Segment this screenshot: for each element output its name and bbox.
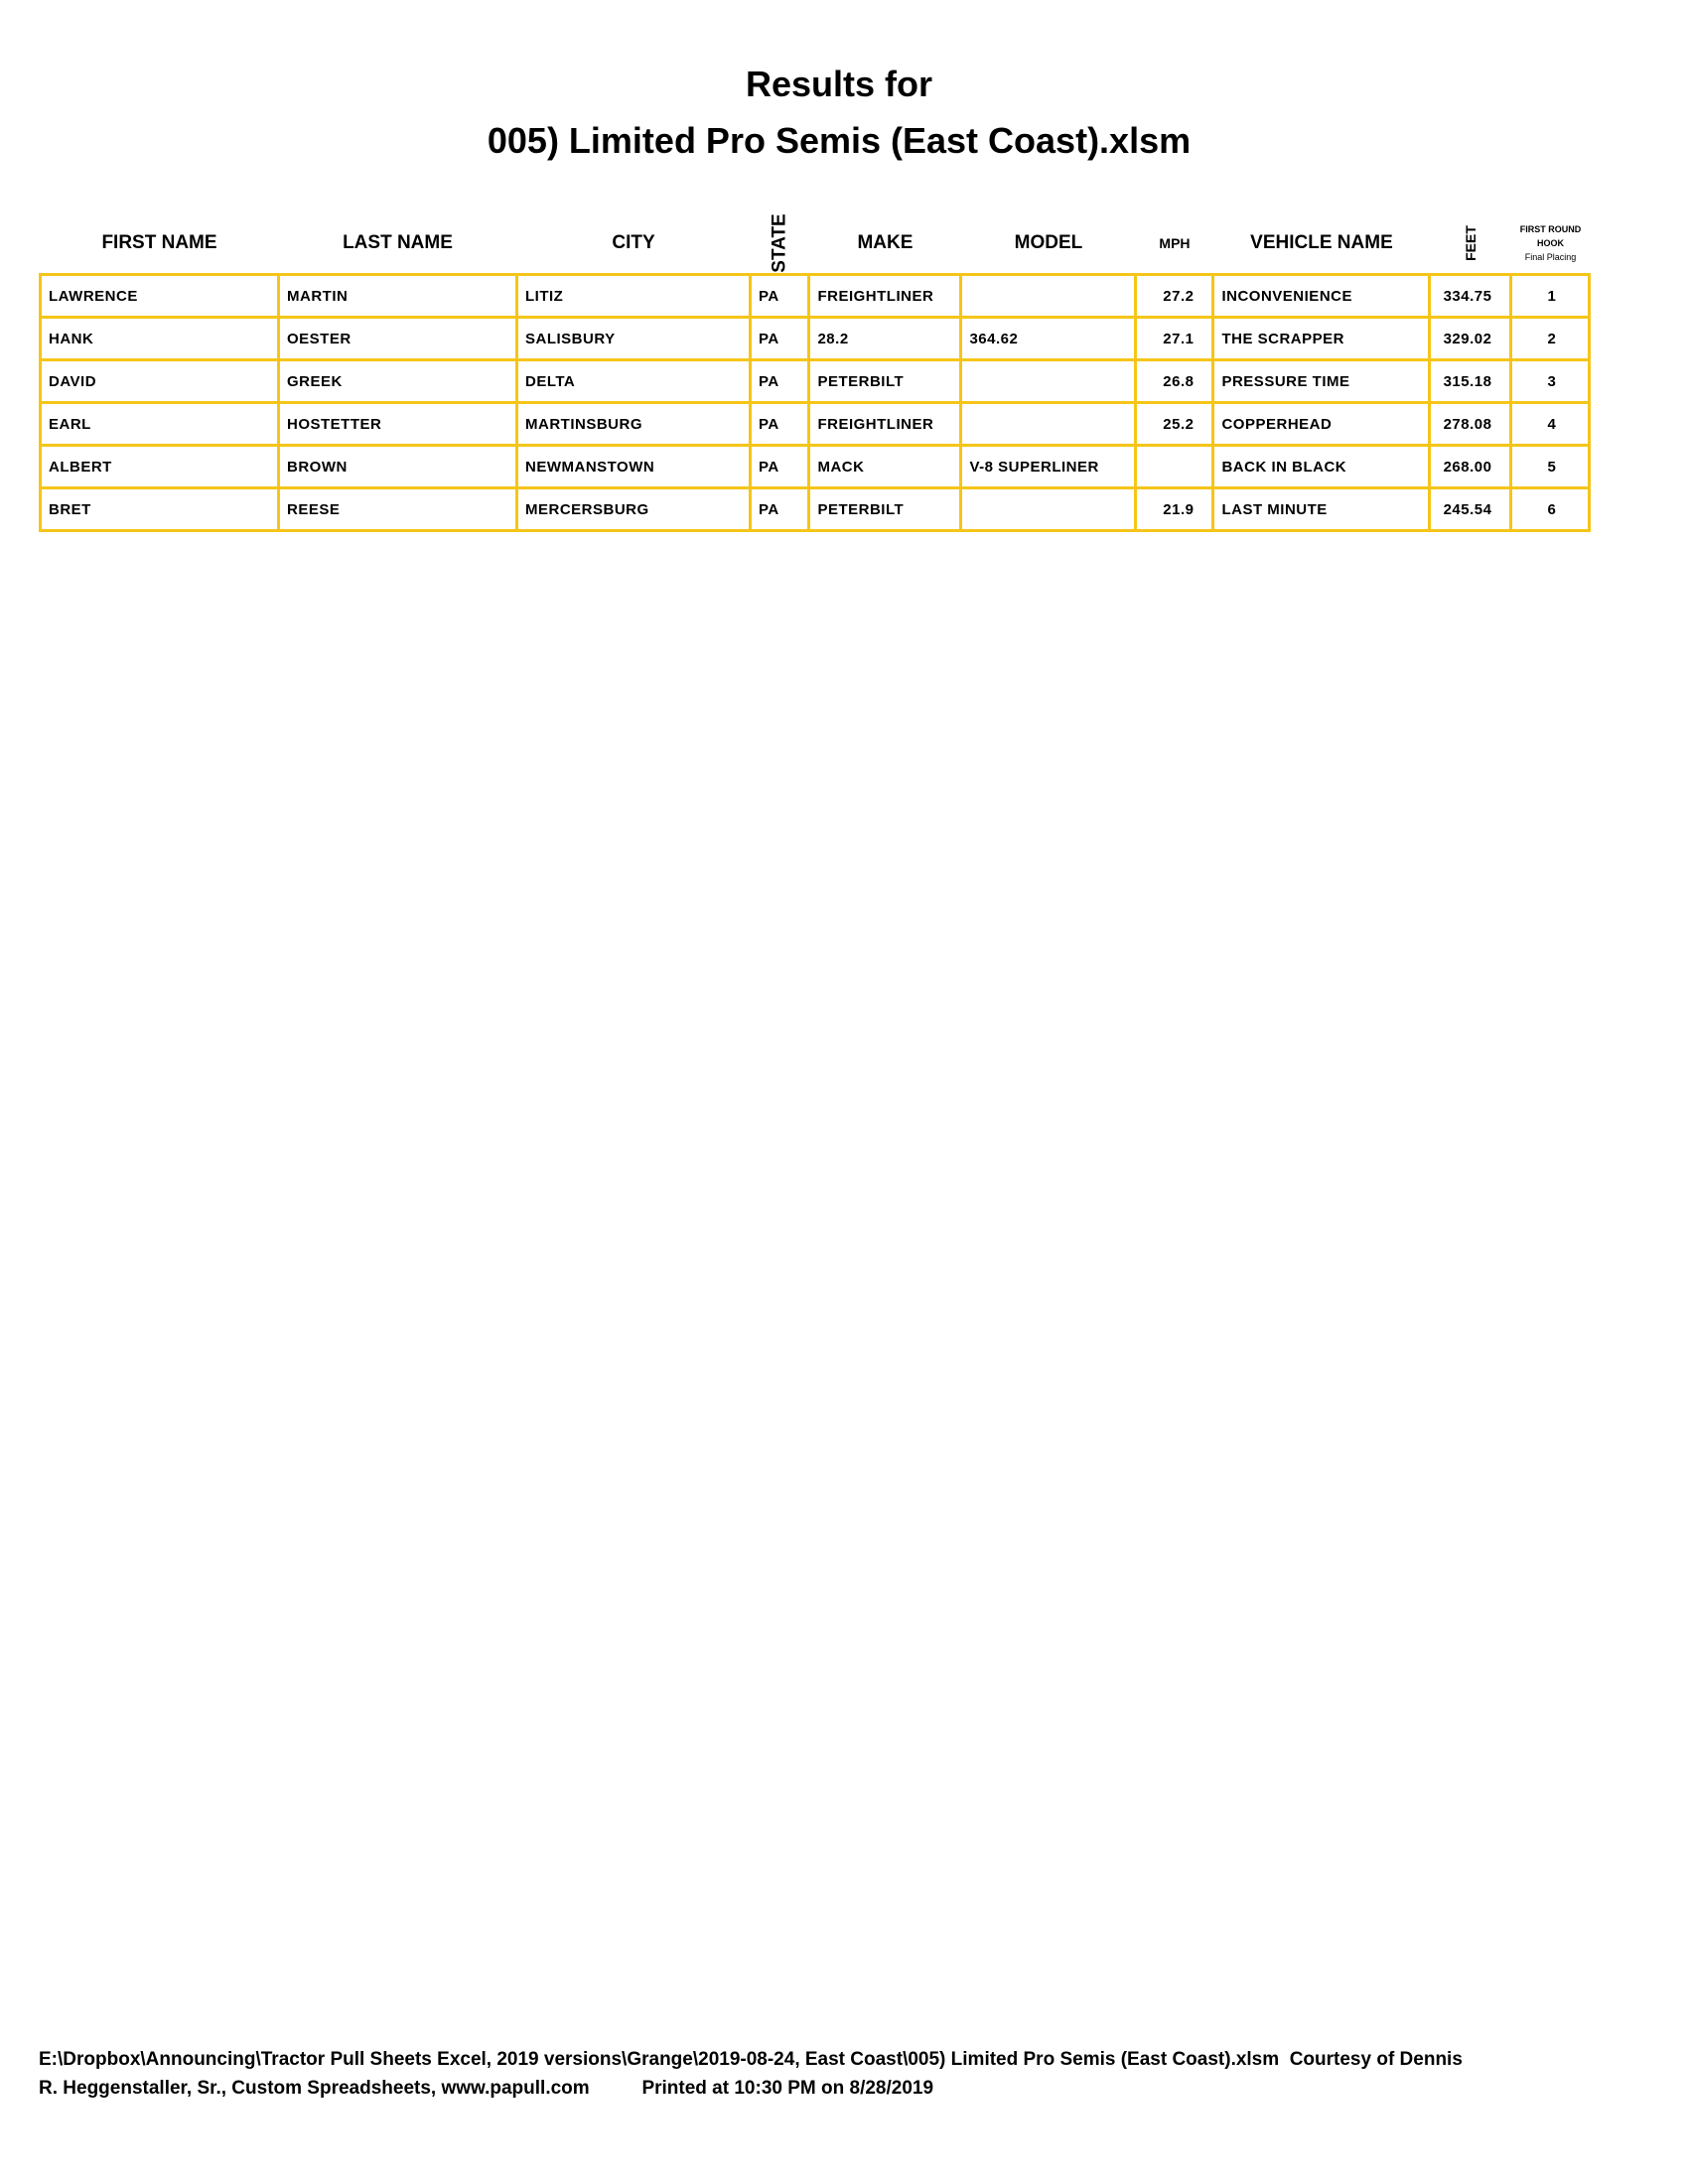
cell-state: PA	[748, 358, 811, 404]
header-last-name: LAST NAME	[343, 231, 453, 253]
table-row: LAWRENCE MARTIN LITIZ PA FREIGHTLINER 27.2 INC…	[39, 273, 1592, 319]
cell-first: EARL	[39, 401, 280, 447]
cell-model: 364.62	[959, 316, 1138, 361]
cell-vehicle: BACK IN BLACK	[1211, 444, 1432, 489]
cell-model: V-8 SUPERLINER	[959, 444, 1138, 489]
cell-place: 4	[1509, 401, 1592, 447]
cell-mph: 25.2	[1134, 401, 1215, 447]
table-row: ALBERT BROWN NEWMANSTOWN PA MACK V-8 SUPERLIN…	[39, 444, 1592, 489]
table-row: DAVID GREEK DELTA PA PETERBILT 26.8 PRESSURE T…	[39, 358, 1592, 404]
cell-state: PA	[748, 444, 811, 489]
cell-last: BROWN	[277, 444, 518, 489]
cell-last: OESTER	[277, 316, 518, 361]
results-table: FIRST NAME LAST NAME CITY STATE MAKE MOD…	[39, 212, 1592, 532]
cell-mph: 27.2	[1134, 273, 1215, 319]
header-make: MAKE	[857, 231, 914, 253]
cell-model	[959, 486, 1138, 532]
cell-place: 6	[1509, 486, 1592, 532]
cell-mph: 26.8	[1134, 358, 1215, 404]
footer: E:\Dropbox\Announcing\Tractor Pull Sheet…	[39, 2045, 1647, 2103]
title-line-1: Results for	[745, 64, 933, 104]
cell-first: DAVID	[39, 358, 280, 404]
header-state: STATE	[769, 212, 790, 273]
table-row: EARL HOSTETTER MARTINSBURG PA FREIGHTLINER 25…	[39, 401, 1592, 447]
cell-place: 3	[1509, 358, 1592, 404]
header-row: FIRST NAME LAST NAME CITY STATE MAKE MOD…	[41, 212, 1590, 275]
header-first-name: FIRST NAME	[101, 231, 217, 253]
header-vehicle-name: VEHICLE NAME	[1250, 231, 1393, 253]
cell-place: 2	[1509, 316, 1592, 361]
header-feet: FEET	[1462, 224, 1478, 261]
cell-city: MARTINSBURG	[515, 401, 752, 447]
cell-first: HANK	[39, 316, 280, 361]
cell-vehicle: THE SCRAPPER	[1211, 316, 1432, 361]
footer-credit: R. Heggenstaller, Sr., Custom Spreadshee…	[39, 2078, 934, 2099]
cell-city: LITIZ	[515, 273, 752, 319]
table-row: BRET REESE MERCERSBURG PA PETERBILT 21.9 LAST …	[39, 486, 1592, 532]
cell-last: GREEK	[277, 358, 518, 404]
cell-feet: 334.75	[1428, 273, 1513, 319]
cell-model	[959, 273, 1138, 319]
cell-feet: 268.00	[1428, 444, 1513, 489]
cell-place: 5	[1509, 444, 1592, 489]
cell-make: MACK	[807, 444, 963, 489]
cell-make: FREIGHTLINER	[807, 273, 963, 319]
cell-feet: 278.08	[1428, 401, 1513, 447]
cell-feet: 315.18	[1428, 358, 1513, 404]
footer-path: E:\Dropbox\Announcing\Tractor Pull Sheet…	[39, 2049, 1463, 2070]
cell-place: 1	[1509, 273, 1592, 319]
cell-state: PA	[748, 486, 811, 532]
cell-city: SALISBURY	[515, 316, 752, 361]
cell-vehicle: COPPERHEAD	[1211, 401, 1432, 447]
cell-make: 28.2	[807, 316, 963, 361]
cell-first: ALBERT	[39, 444, 280, 489]
cell-make: FREIGHTLINER	[807, 401, 963, 447]
cell-city: DELTA	[515, 358, 752, 404]
cell-vehicle: PRESSURE TIME	[1211, 358, 1432, 404]
header-model: MODEL	[1014, 231, 1083, 253]
cell-state: PA	[748, 273, 811, 319]
table-row: HANK OESTER SALISBURY PA 28.2 364.62 27.1 THE S…	[39, 316, 1592, 361]
cell-model	[959, 401, 1138, 447]
cell-mph: 27.1	[1134, 316, 1215, 361]
cell-city: MERCERSBURG	[515, 486, 752, 532]
cell-vehicle: LAST MINUTE	[1211, 486, 1432, 532]
cell-state: PA	[748, 401, 811, 447]
cell-first: BRET	[39, 486, 280, 532]
cell-feet: 245.54	[1428, 486, 1513, 532]
cell-first: LAWRENCE	[39, 273, 280, 319]
cell-mph: 21.9	[1134, 486, 1215, 532]
cell-mph	[1134, 444, 1215, 489]
title-line-2: 005) Limited Pro Semis (East Coast).xlsm	[487, 120, 1192, 161]
cell-vehicle: INCONVENIENCE	[1211, 273, 1432, 319]
cell-make: PETERBILT	[807, 358, 963, 404]
header-hook: FIRST ROUND HOOK Final Placing	[1519, 223, 1582, 262]
cell-last: HOSTETTER	[277, 401, 518, 447]
cell-feet: 329.02	[1428, 316, 1513, 361]
header-city: CITY	[612, 231, 655, 253]
cell-city: NEWMANSTOWN	[515, 444, 752, 489]
cell-model	[959, 358, 1138, 404]
cell-state: PA	[748, 316, 811, 361]
header-mph: MPH	[1159, 234, 1191, 251]
cell-make: PETERBILT	[807, 486, 963, 532]
cell-last: REESE	[277, 486, 518, 532]
cell-last: MARTIN	[277, 273, 518, 319]
